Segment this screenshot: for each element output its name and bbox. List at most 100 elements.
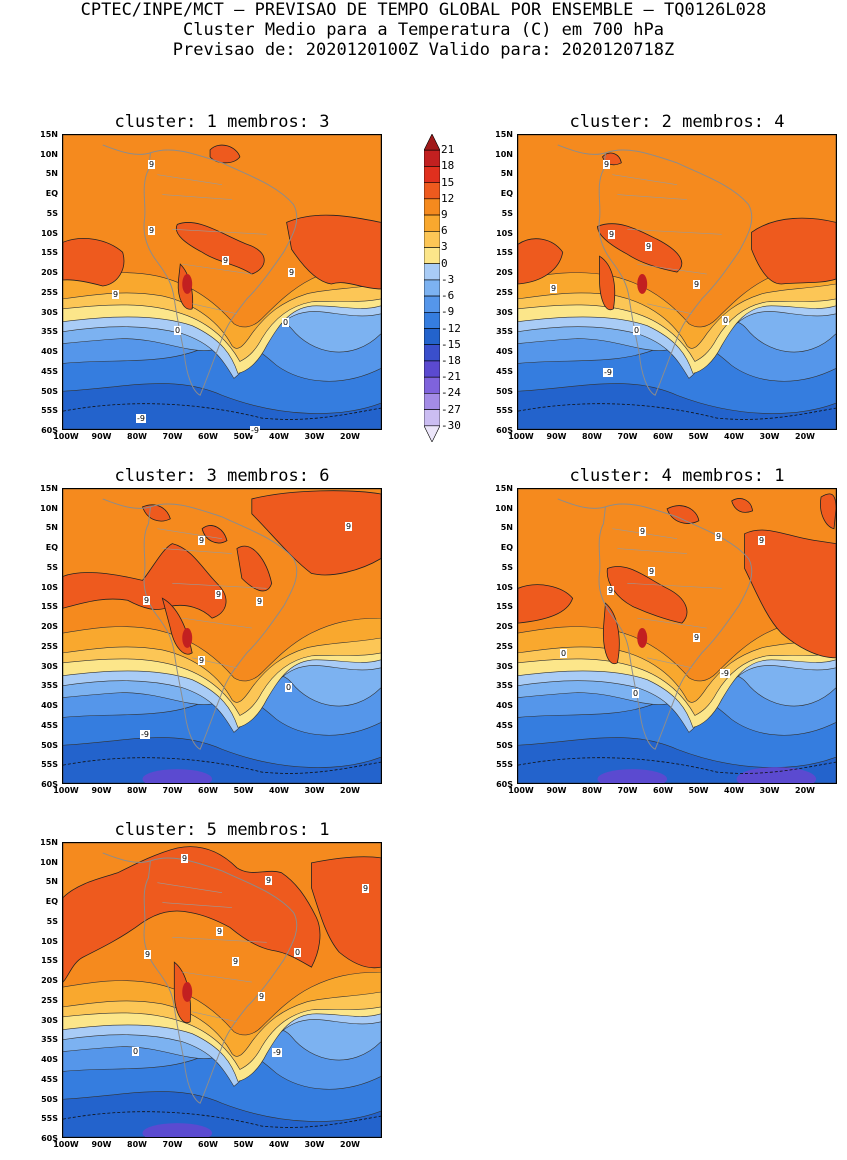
colorbar <box>423 133 441 443</box>
colorbar-swatch <box>423 312 441 329</box>
lon-tick-label: 80W <box>582 786 602 795</box>
colorbar-tick-label: 21 <box>441 143 455 157</box>
lon-tick-label: 50W <box>233 786 254 795</box>
colorbar-tick-label: 9 <box>441 208 448 222</box>
lon-tick-label: 40W <box>724 786 744 795</box>
colorbar-swatch <box>423 247 441 264</box>
lon-tick-label: 30W <box>304 1140 325 1149</box>
colorbar-swatch <box>423 230 441 248</box>
contour-label: 9 <box>258 992 266 1001</box>
lat-tick-label: 35S <box>496 327 513 337</box>
contour-label: 9 <box>222 256 230 265</box>
contour-label: 9 <box>198 536 206 545</box>
lat-tick-label: 15N <box>40 838 58 847</box>
lat-tick-label: 45S <box>41 720 58 730</box>
lat-tick-label: 20S <box>496 268 513 278</box>
contour-label: 9 <box>608 230 616 239</box>
lon-tick-label: 50W <box>233 1140 254 1149</box>
colorbar-swatch <box>423 166 441 183</box>
lat-tick-label: 60S <box>496 780 513 789</box>
colorbar-tick-label: -3 <box>441 272 455 286</box>
lat-tick-label: 20S <box>41 976 58 986</box>
lat-tick-label: 35S <box>496 681 513 691</box>
contour-label: 9 <box>648 567 656 576</box>
panel-title: cluster: 1 membros: 3 <box>114 112 330 132</box>
colorbar-swatch <box>423 133 441 151</box>
contour-label: 9 <box>112 290 120 299</box>
lat-tick-label: 15S <box>496 602 513 612</box>
contour-label: 9 <box>645 242 653 251</box>
lat-tick-label: 20S <box>496 622 513 632</box>
colorbar-tick-label: 6 <box>441 224 448 238</box>
contour-label: 9 <box>288 268 296 277</box>
lat-tick-label: 25S <box>496 641 513 651</box>
colorbar-tick-label: 15 <box>441 175 455 189</box>
header-line-2: Cluster Medio para a Temperatura (C) em … <box>182 20 665 40</box>
contour-label: 9 <box>362 884 370 893</box>
lat-tick-label: 50S <box>496 740 513 750</box>
lon-tick-label: 50W <box>688 432 709 441</box>
lat-tick-label: 50S <box>496 386 513 396</box>
lat-tick-label: 40S <box>41 347 58 357</box>
lon-tick-label: 80W <box>127 1140 147 1149</box>
temperature-contour-svg <box>63 135 381 429</box>
contour-label: 9 <box>550 284 558 293</box>
lat-tick-label: 15S <box>41 602 58 612</box>
colorbar-tick-label: 0 <box>441 256 448 270</box>
lon-tick-label: 40W <box>724 432 744 441</box>
lon-tick-label: 20W <box>795 786 815 795</box>
lat-tick-label: 30S <box>496 307 513 317</box>
lon-tick-label: 30W <box>304 786 325 795</box>
lat-tick-label: 55S <box>496 760 513 770</box>
map-panel-cluster-5: cluster: 5 membros: 1 15N 10N 5N EQ 5S 10S 15S 2… <box>0 820 382 1160</box>
lat-tick-label: 15N <box>40 130 58 139</box>
lat-tick-label: 10S <box>496 228 513 238</box>
lon-tick-label: 70W <box>162 432 183 441</box>
lat-tick-label: 25S <box>41 287 58 297</box>
lat-tick-label: 25S <box>496 287 513 297</box>
lat-tick-label: 50S <box>41 1094 58 1104</box>
lat-tick-label: 20S <box>41 268 58 278</box>
lat-tick-label: 10N <box>40 503 58 513</box>
contour-label: 9 <box>603 160 611 169</box>
lat-tick-label: 50S <box>41 740 58 750</box>
lat-tick-label: 30S <box>496 661 513 671</box>
contour-label: 0 <box>722 316 730 325</box>
lon-tick-label: 60W <box>653 786 673 795</box>
contour-label: 9 <box>198 656 206 665</box>
contour-label: 0 <box>285 683 293 692</box>
lon-tick-label: 60W <box>198 1140 218 1149</box>
lon-tick-label: 100W <box>53 432 79 441</box>
temperature-map <box>517 488 837 784</box>
lat-tick-label: 25S <box>41 995 58 1005</box>
colorbar-swatch <box>423 149 441 167</box>
colorbar-swatch <box>423 182 441 200</box>
contour-label: 9 <box>148 226 156 235</box>
contour-label: 9 <box>345 522 353 531</box>
lon-tick-label: 30W <box>759 786 780 795</box>
lat-tick-label: 5N <box>500 169 513 179</box>
lat-tick-label: 60S <box>496 426 513 435</box>
contour-label: 0 <box>132 1047 140 1056</box>
contour-label: 9 <box>715 532 723 541</box>
contour-label: -9 <box>603 368 613 377</box>
lat-tick-label: EQ <box>45 897 58 907</box>
colorbar-swatch <box>423 198 441 216</box>
colorbar-tick-label: -21 <box>441 370 461 384</box>
colorbar-tick-label: 18 <box>441 159 455 173</box>
lon-tick-label: 70W <box>162 1140 183 1149</box>
colorbar-swatch <box>423 279 441 297</box>
lon-tick-label: 20W <box>340 786 360 795</box>
temperature-map <box>517 134 837 430</box>
lat-tick-label: EQ <box>500 543 513 553</box>
contour-label: -9 <box>250 426 260 435</box>
lat-tick-label: EQ <box>500 189 513 199</box>
colorbar-swatch <box>423 393 441 410</box>
lat-tick-label: EQ <box>45 189 58 199</box>
colorbar-swatch <box>423 295 441 313</box>
lon-tick-label: 90W <box>91 1140 112 1149</box>
lon-tick-label: 80W <box>127 432 147 441</box>
contour-label: 0 <box>632 689 640 698</box>
lat-tick-label: 10S <box>41 582 58 592</box>
lon-tick-label: 20W <box>340 432 360 441</box>
